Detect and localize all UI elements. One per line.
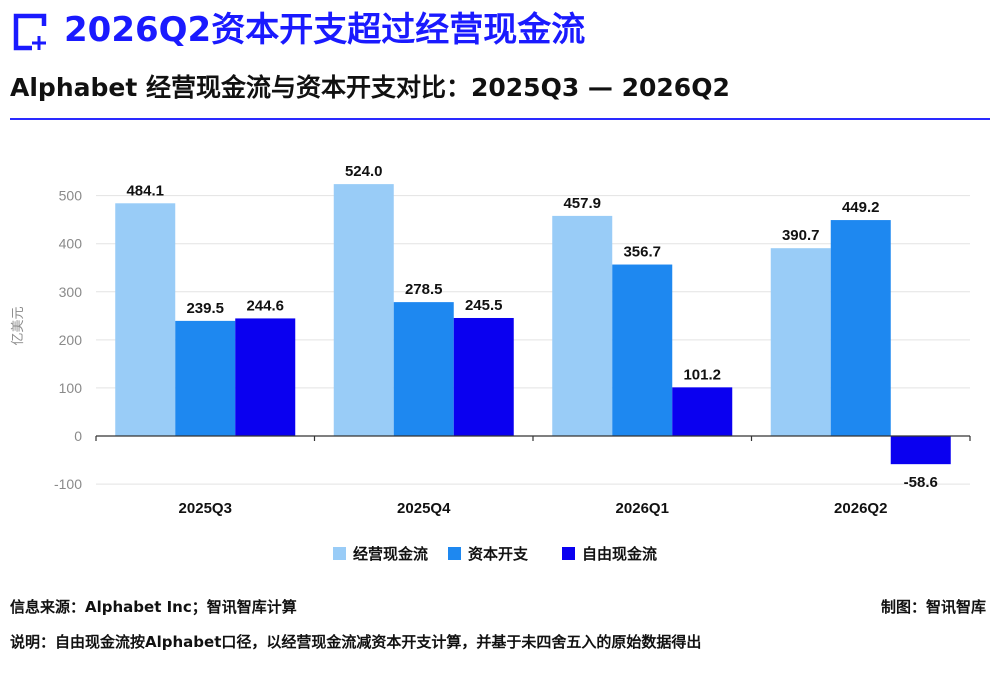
y-tick-label: -100 [54, 476, 82, 492]
y-axis-title: 亿美元 [11, 306, 26, 345]
data-label: 356.7 [623, 244, 661, 261]
bar-chart: -100 0 100 200 300 400 500 亿美元 484.1 239.5 244.6 20… [11, 163, 971, 517]
header-divider [10, 118, 990, 120]
legend-label: 自由现金流 [582, 545, 657, 563]
bar [393, 302, 454, 436]
chart-subtitle: Alphabet 经营现金流与资本开支对比：2025Q3 — 2026Q2 [10, 73, 730, 102]
y-tick-label: 100 [59, 380, 83, 396]
data-label: 524.0 [345, 163, 383, 180]
header: 2026Q2资本开支超过经营现金流 Alphabet 经营现金流与资本开支对比：… [0, 0, 1000, 118]
source-note: 信息来源：Alphabet Inc；智讯智库计算 [10, 598, 297, 616]
data-label: 244.6 [246, 297, 284, 314]
data-label: 457.9 [563, 195, 601, 212]
bar [235, 318, 296, 436]
data-label: 449.2 [842, 199, 880, 216]
maker-credit: 制图：智讯智库 [880, 598, 986, 616]
y-tick-label: 400 [59, 236, 83, 252]
bar [333, 184, 394, 436]
data-label: 101.2 [683, 366, 721, 383]
legend-label: 资本开支 [468, 545, 529, 563]
bracket-plus-icon [13, 13, 47, 51]
legend-swatch [448, 547, 461, 560]
x-tick-label: 2025Q4 [397, 500, 451, 517]
y-tick-label: 300 [59, 284, 83, 300]
y-tick-label: 0 [74, 428, 82, 444]
bar [453, 317, 514, 436]
bar [612, 264, 673, 436]
data-label: -58.6 [904, 474, 938, 491]
bar [115, 203, 176, 436]
data-label: 484.1 [126, 182, 164, 199]
chart-legend: 经营现金流 资本开支 自由现金流 [333, 545, 657, 563]
legend-swatch [333, 547, 346, 560]
legend-swatch [562, 547, 575, 560]
data-label: 390.7 [782, 227, 820, 244]
bar [770, 248, 831, 436]
data-label: 239.5 [186, 300, 224, 317]
bar [890, 436, 951, 465]
x-tick-label: 2026Q1 [616, 500, 669, 517]
bar [672, 387, 733, 436]
bar [830, 220, 891, 436]
bar [175, 320, 236, 436]
y-tick-label: 200 [59, 332, 83, 348]
page-title: 2026Q2资本开支超过经营现金流 [64, 10, 586, 50]
legend-label: 经营现金流 [353, 545, 428, 563]
y-tick-label: 500 [59, 188, 83, 204]
x-tick-label: 2026Q2 [834, 500, 887, 517]
explanation-note: 说明：自由现金流按Alphabet口径，以经营现金流减资本开支计算，并基于未四舍… [10, 633, 702, 651]
data-label: 245.5 [465, 297, 503, 314]
bar [552, 215, 613, 436]
data-label: 278.5 [405, 281, 443, 298]
x-tick-label: 2025Q3 [179, 500, 232, 517]
